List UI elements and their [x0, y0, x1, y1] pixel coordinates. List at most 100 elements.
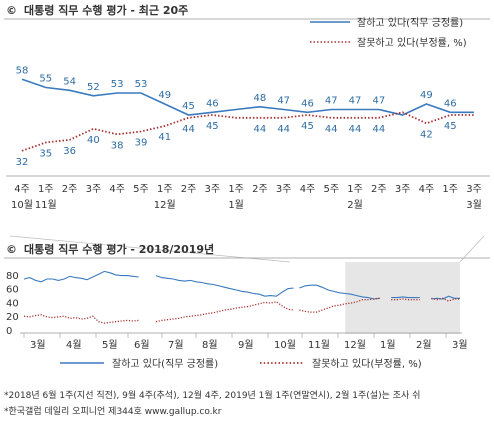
top-approve-data-label: 55: [39, 74, 52, 85]
footnote-survey-gaps: *2018년 6월 1주(지선 직전), 9월 4주(추석), 12월 4주, …: [4, 391, 421, 401]
top-chart: © 대통령 직무 수행 평가 - 최근 20주 잘하고 있다(직무 긍정률) 잘…: [4, 3, 490, 211]
top-disapprove-data-label: 44: [372, 124, 385, 135]
top-approve-data-label: 47: [349, 96, 362, 107]
bottom-y-tick-label: 20: [6, 312, 19, 323]
bottom-month-label: 1월: [380, 339, 396, 351]
bottom-approve-line: [155, 275, 294, 297]
top-approve-data-label: 53: [111, 79, 124, 90]
bottom-disapprove-line: [391, 298, 420, 301]
bottom-y-tick-label: 0: [6, 326, 12, 337]
top-x-tick-label: 3주: [466, 184, 482, 195]
top-x-tick-label: 3주: [205, 184, 221, 195]
top-approve-data-label: 49: [158, 90, 171, 101]
top-approve-data-label: 49: [420, 90, 433, 101]
top-disapprove-data-label: 36: [63, 146, 76, 157]
bottom-month-label: 3월: [30, 339, 46, 351]
top-month-label: 2월: [347, 199, 363, 211]
top-chart-title: 대통령 직무 수행 평가 - 최근 20주: [24, 3, 188, 17]
top-disapprove-data-label: 44: [182, 124, 195, 135]
top-approve-data-label: 47: [325, 96, 338, 107]
top-x-tick-label: 2주: [371, 184, 387, 195]
top-disapprove-data-label: 39: [135, 138, 148, 149]
bottom-chart-title-icon: ©: [6, 243, 17, 256]
bottom-shaded-recent-region: [345, 262, 460, 334]
top-month-label: 1월: [228, 199, 244, 211]
top-disapprove-data-label: 44: [349, 124, 362, 135]
footnote-source: *한국갤럽 데일리 오피니언 제344호 www.gallup.co.kr: [4, 407, 222, 417]
top-disapprove-data-label: 45: [444, 121, 457, 132]
top-disapprove-data-label: 44: [254, 124, 267, 135]
top-disapprove-data-label: 45: [206, 121, 219, 132]
bottom-legend-approve-label: 잘하고 있다(직무 긍정률): [112, 357, 218, 370]
top-x-tick-label: 2주: [181, 184, 197, 195]
bottom-month-label: 8월: [202, 339, 218, 351]
bottom-y-tick-label: 80: [6, 271, 19, 282]
top-disapprove-data-label: 35: [39, 149, 52, 160]
bottom-disapprove-line: [155, 301, 294, 323]
top-approve-data-label: 54: [63, 76, 76, 87]
top-approve-data-label: 58: [16, 65, 29, 76]
bottom-y-tick-label: 40: [6, 298, 19, 309]
top-approve-data-label: 46: [301, 98, 314, 109]
bottom-plot: 80 60 40 20 0 3월 4월 5월 6월 7월 8월 9월 10월 11월 12월 1월 2월 3월: [6, 262, 468, 351]
bottom-approve-line: [391, 296, 420, 299]
bottom-chart-title: 대통령 직무 수행 평가 - 2018/2019년: [24, 242, 214, 256]
top-x-tick-label: 1주: [228, 184, 244, 195]
top-disapprove-data-label: 44: [277, 124, 290, 135]
bottom-y-tick-label: 60: [6, 285, 19, 296]
top-approve-data-label: 46: [206, 98, 219, 109]
top-x-tick-label: 1주: [442, 184, 458, 195]
top-approve-data-label: 53: [135, 79, 148, 90]
top-disapprove-data-label: 41: [158, 132, 171, 143]
top-x-tick-label: 4주: [109, 184, 125, 195]
top-approve-data-label: 47: [372, 96, 385, 107]
top-x-tick-label: 3주: [395, 184, 411, 195]
bottom-month-label: 7월: [168, 339, 184, 351]
top-disapprove-data-label: 32: [16, 157, 29, 168]
top-disapprove-data-label: 38: [111, 140, 124, 151]
top-x-tick-label: 3주: [86, 184, 102, 195]
top-x-tick-label: 1주: [38, 184, 54, 195]
top-month-label: 11월: [35, 199, 57, 211]
top-disapprove-data-label: 45: [301, 121, 314, 132]
top-approve-data-label: 52: [87, 82, 100, 93]
top-disapprove-data-label: 40: [87, 135, 100, 146]
bottom-month-label: 3월: [452, 339, 468, 351]
top-disapprove-data-label: 42: [420, 129, 433, 140]
top-approve-line: [21, 78, 474, 116]
bottom-month-label: 11월: [308, 339, 330, 351]
top-approve-data-label: 45: [182, 101, 195, 112]
top-x-tick-label: 2주: [62, 184, 78, 195]
top-x-tick-label: 4주: [300, 184, 316, 195]
bottom-month-label: 9월: [238, 339, 254, 351]
top-chart-title-icon: ©: [6, 4, 17, 17]
top-approve-data-label: 46: [444, 98, 457, 109]
top-x-tick-label: 3주: [276, 184, 292, 195]
top-x-tick-label: 1주: [157, 184, 173, 195]
bottom-month-label: 5월: [102, 339, 118, 351]
top-x-axis: 4주 1주 2주 3주 4주 5주 1주 2주 3주 1주 2주 3주 4주 5주 1주 2주 3주 4주 1주 3주…: [6, 175, 490, 211]
top-approve-data-label: 47: [277, 96, 290, 107]
top-legend-approve-label: 잘하고 있다(직무 긍정률): [357, 16, 463, 29]
bottom-month-label: 10월: [274, 339, 296, 351]
top-legend-disapprove-label: 잘못하고 있다(부정률, %): [357, 36, 467, 49]
top-month-label: 12월: [154, 199, 176, 211]
top-month-label: 3월: [466, 199, 482, 211]
bottom-month-label: 6월: [134, 339, 150, 351]
bottom-approve-line: [23, 270, 139, 283]
top-x-tick-label: 4주: [419, 184, 435, 195]
top-x-tick-label: 4주: [14, 184, 30, 195]
top-disapprove-data-label: 44: [325, 124, 338, 135]
bottom-approve-line: [299, 284, 380, 300]
bottom-approve-line: [431, 295, 460, 300]
bottom-chart: © 대통령 직무 수행 평가 - 2018/2019년 80 60 40 20 0 3월 4…: [4, 242, 490, 370]
top-month-label: 10월: [11, 199, 33, 211]
top-x-tick-label: 1주: [347, 184, 363, 195]
bottom-disapprove-line: [23, 314, 139, 324]
bottom-month-label: 12월: [344, 339, 366, 351]
bottom-month-label: 2월: [416, 339, 432, 351]
top-x-tick-label: 2주: [252, 184, 268, 195]
bottom-disapprove-line: [431, 297, 460, 302]
top-x-tick-label: 5주: [133, 184, 149, 195]
